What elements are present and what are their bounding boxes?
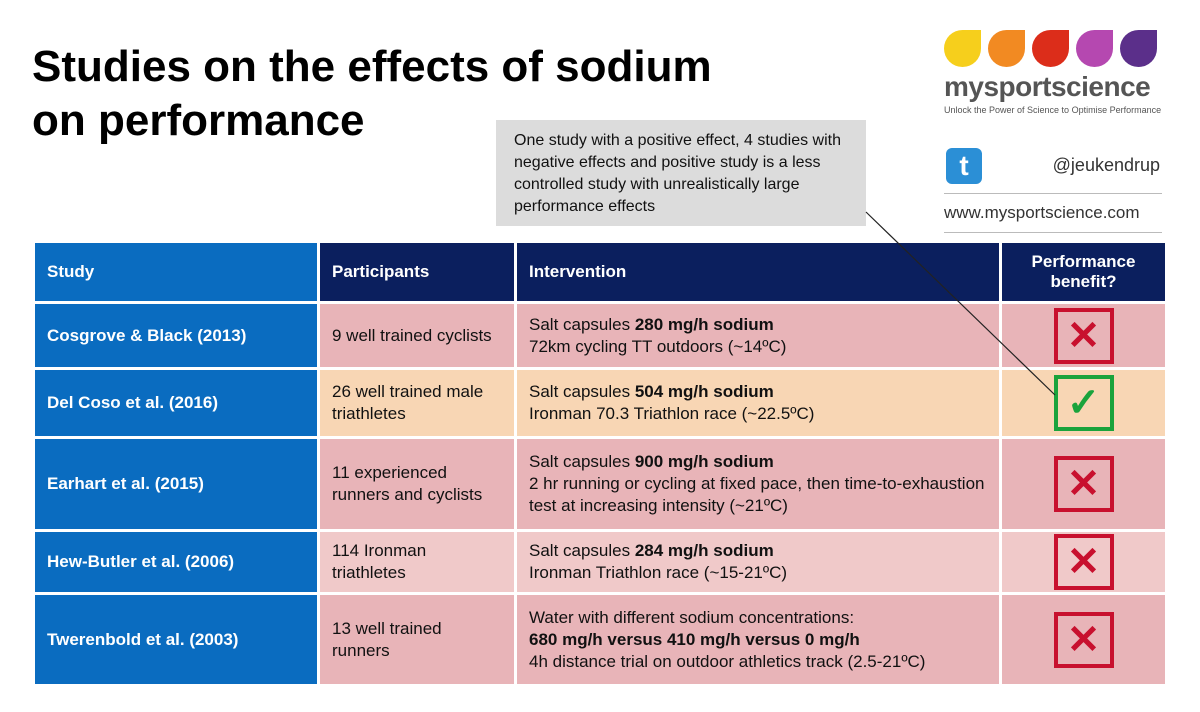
sodium-dose: 280 mg/h sodium — [634, 314, 774, 334]
intervention-text: 2 hr running or cycling at fixed pace, t… — [529, 474, 985, 515]
table-row: Hew-Butler et al. (2006) 114 Ironman tria… — [35, 532, 1165, 592]
sodium-dose: 680 mg/h versus 410 mg/h versus 0 mg/h — [529, 629, 860, 649]
intervention-text: Salt capsules — [529, 314, 635, 334]
studies-table: Study Participants Intervention Performa… — [32, 240, 1168, 687]
logo-tagline: Unlock the Power of Science to Optimise … — [944, 105, 1162, 115]
intervention-text: Ironman 70.3 Triathlon race (~22.5ºC) — [529, 404, 815, 423]
intervention-cell: Salt capsules 900 mg/h sodium 2 hr runnin… — [517, 439, 999, 529]
participants-cell: 9 well trained cyclists — [320, 304, 514, 367]
intervention-cell: Water with different sodium concentratio… — [517, 595, 999, 684]
benefit-cell: ✕ — [1002, 532, 1165, 592]
table-row: Del Coso et al. (2016) 26 well trained ma… — [35, 370, 1165, 436]
divider — [944, 232, 1162, 233]
intervention-cell: Salt capsules 280 mg/h sodium 72km cyclin… — [517, 304, 999, 367]
header-participants: Participants — [320, 243, 514, 301]
website-link[interactable]: www.mysportscience.com — [944, 203, 1140, 222]
mysportscience-logo: mysportscience Unlock the Power of Scien… — [944, 30, 1164, 115]
cross-icon: ✕ — [1053, 611, 1114, 668]
intervention-text: 72km cycling TT outdoors (~14ºC) — [529, 336, 787, 356]
logo-drop — [1032, 30, 1069, 67]
logo-drops — [944, 30, 1164, 67]
cross-icon: ✕ — [1053, 307, 1114, 364]
header-benefit: Performance benefit? — [1002, 243, 1165, 301]
benefit-cell: ✓ — [1002, 370, 1165, 436]
study-cell: Hew-Butler et al. (2006) — [35, 532, 317, 592]
header-intervention: Intervention — [517, 243, 999, 301]
study-cell: Twerenbold et al. (2003) — [35, 595, 317, 684]
callout-note: One study with a positive effect, 4 stud… — [496, 120, 866, 226]
benefit-cell: ✕ — [1002, 439, 1165, 529]
benefit-cell: ✕ — [1002, 595, 1165, 684]
check-icon: ✓ — [1053, 375, 1114, 431]
logo-brand: mysportscience — [944, 71, 1151, 102]
intervention-text: Salt capsules — [529, 541, 635, 560]
study-cell: Del Coso et al. (2016) — [35, 370, 317, 436]
intervention-text: Water with different sodium concentratio… — [529, 607, 855, 627]
sodium-dose: 284 mg/h sodium — [634, 541, 774, 560]
participants-cell: 26 well trained male triathletes — [320, 370, 514, 436]
participants-cell: 13 well trained runners — [320, 595, 514, 684]
participants-cell: 11 experienced runners and cyclists — [320, 439, 514, 529]
twitter-handle[interactable]: @jeukendrup — [1052, 155, 1160, 175]
logo-drop — [1120, 30, 1157, 67]
cross-icon: ✕ — [1053, 534, 1114, 590]
intervention-text: 4h distance trial on outdoor athletics t… — [529, 651, 926, 671]
page-title: Studies on the effects of sodium on perfo… — [32, 42, 712, 145]
divider — [944, 193, 1162, 194]
table-row: Earhart et al. (2015) 11 experienced runn… — [35, 439, 1165, 529]
intervention-cell: Salt capsules 284 mg/h sodium Ironman Tri… — [517, 532, 999, 592]
cross-icon: ✕ — [1053, 456, 1114, 512]
sodium-dose: 504 mg/h sodium — [634, 382, 774, 401]
table-row: Cosgrove & Black (2013) 9 well trained cy… — [35, 304, 1165, 367]
logo-drop — [944, 30, 981, 67]
sodium-dose: 900 mg/h sodium — [634, 452, 774, 471]
intervention-text: Salt capsules — [529, 452, 635, 471]
header-study: Study — [35, 243, 317, 301]
logo-drop — [988, 30, 1025, 67]
logo-drop — [1076, 30, 1113, 67]
intervention-text: Ironman Triathlon race (~15-21ºC) — [529, 563, 788, 582]
benefit-cell: ✕ — [1002, 304, 1165, 367]
study-cell: Cosgrove & Black (2013) — [35, 304, 317, 367]
participants-cell: 114 Ironman triathletes — [320, 532, 514, 592]
twitter-icon[interactable]: t — [946, 148, 982, 184]
table-row: Twerenbold et al. (2003) 13 well trained … — [35, 595, 1165, 684]
intervention-cell: Salt capsules 504 mg/h sodium Ironman 70.… — [517, 370, 999, 436]
study-cell: Earhart et al. (2015) — [35, 439, 317, 529]
intervention-text: Salt capsules — [529, 382, 635, 401]
